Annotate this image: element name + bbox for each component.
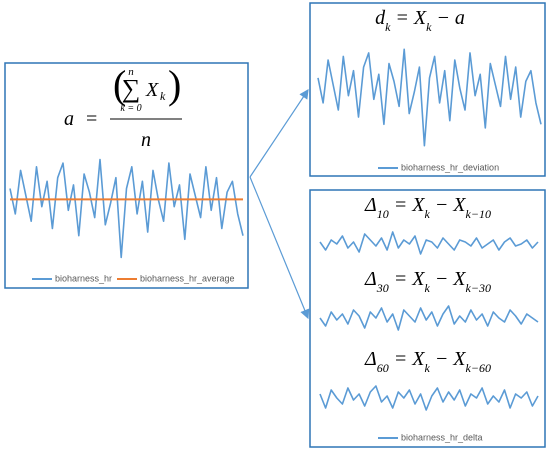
formula-term: = X (390, 7, 426, 29)
formula-term: X (145, 79, 159, 101)
formula-term: = (86, 108, 97, 130)
formula-term: Δ (364, 194, 377, 216)
legend-label: bioharness_hr_deviation (401, 162, 499, 172)
signal-line (319, 385, 539, 411)
formula-term: k (424, 281, 430, 295)
formula-term: = X (389, 194, 425, 216)
formula-term: 10 (377, 207, 389, 221)
formula-term: k (424, 207, 430, 221)
formula-term: k (385, 20, 391, 34)
arrow (249, 176, 310, 320)
formula-term: − X (430, 268, 466, 290)
formula-term: k = 0 (120, 103, 141, 114)
formula-term: − a (431, 7, 465, 29)
signal-line (317, 48, 542, 147)
signal-line (319, 305, 539, 331)
formula-term: ∑ (122, 74, 141, 103)
formula: dk = Xk − a (375, 7, 465, 34)
formula-term: d (375, 7, 386, 29)
formula-term: = X (389, 348, 425, 370)
formula-term: k (426, 20, 432, 34)
formula-term: = X (389, 268, 425, 290)
formula-term: ) (168, 62, 181, 107)
formula: Δ10 = Xk − Xk−10 (364, 194, 491, 221)
formula: Δ30 = Xk − Xk−30 (364, 268, 491, 295)
formula-term: k−30 (466, 281, 491, 295)
formula-term: 60 (377, 361, 389, 375)
formula-term: a (64, 108, 74, 130)
legend-label: bioharness_hr (55, 273, 112, 283)
signal-line (9, 158, 244, 259)
formula-term: n (141, 129, 151, 151)
formula-term: n (128, 66, 134, 78)
arrow (249, 89, 309, 178)
formula-term: k−60 (466, 361, 491, 375)
formula-term: − X (430, 348, 466, 370)
formula-term: − X (430, 194, 466, 216)
formula-term: 30 (376, 281, 389, 295)
formula-term: ( (113, 62, 126, 107)
signal-line (319, 231, 539, 255)
formula-term: k (160, 89, 166, 103)
mean-formula: a = ( ) ∑ n k = 0 X k n (64, 62, 182, 151)
formula-term: k−10 (466, 207, 491, 221)
legend-label: bioharness_hr_average (140, 273, 235, 283)
formula-term: Δ (364, 268, 377, 290)
formula-term: Δ (364, 348, 377, 370)
legend-label: bioharness_hr_delta (401, 432, 483, 442)
formula-term: k (424, 361, 430, 375)
formula: Δ60 = Xk − Xk−60 (364, 348, 491, 375)
